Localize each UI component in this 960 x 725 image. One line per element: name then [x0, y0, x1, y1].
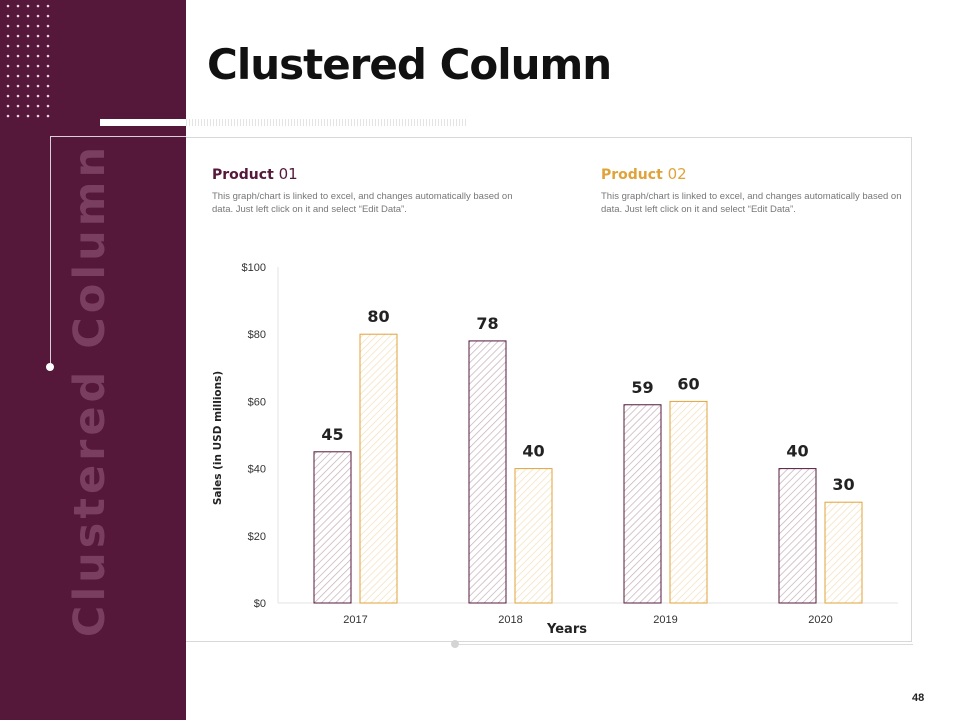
product-01-description: This graph/chart is linked to excel, and… — [212, 191, 513, 215]
product-02-label: Product — [601, 167, 663, 183]
bar — [313, 451, 352, 604]
bar — [669, 400, 708, 604]
y-tick-label: $20 — [248, 531, 266, 543]
data-label: 78 — [476, 314, 498, 333]
data-label: 45 — [321, 425, 343, 444]
frame-line — [50, 136, 186, 137]
bar — [514, 468, 553, 604]
product-01-heading: Product 01 — [212, 165, 298, 183]
title-underline — [100, 119, 186, 126]
x-tick-label: 2019 — [653, 614, 677, 626]
y-tick-label: $0 — [254, 598, 266, 610]
bar — [824, 501, 863, 604]
data-label: 60 — [677, 374, 699, 393]
x-axis-title: Years — [546, 622, 587, 637]
data-label: 40 — [786, 442, 808, 461]
vertical-watermark: Clustered Column — [0, 0, 186, 720]
y-tick-label: $40 — [248, 464, 266, 476]
product-02-heading: Product 02 — [601, 165, 687, 183]
data-label: 40 — [522, 442, 544, 461]
product-01-number: 01 — [278, 165, 298, 183]
x-tick-label: 2017 — [343, 614, 367, 626]
bar — [359, 333, 398, 604]
chart-card — [186, 137, 912, 642]
frame-line — [50, 136, 51, 366]
data-label: 80 — [367, 307, 389, 326]
data-label: 30 — [832, 475, 854, 494]
product-02-description: This graph/chart is linked to excel, and… — [601, 191, 902, 215]
x-tick-label: 2018 — [498, 614, 522, 626]
product-02-number: 02 — [667, 165, 687, 183]
y-tick-label: $80 — [248, 329, 266, 341]
svg-text:Clustered Column: Clustered Column — [65, 143, 115, 637]
y-tick-label: $60 — [248, 396, 266, 408]
clustered-column-chart: $0 $20 $40 $60 $80 $100 2017 45 80 2018 78 40 2019 59… — [212, 262, 898, 637]
frame-dot — [46, 363, 54, 371]
card-line — [459, 644, 913, 645]
y-tick-label: $100 — [242, 262, 266, 274]
sidebar: Clustered Column — [0, 0, 186, 720]
product-01-label: Product — [212, 167, 274, 183]
title-underline-ext — [186, 119, 466, 126]
bar — [778, 468, 817, 604]
x-tick-label: 2020 — [808, 614, 832, 626]
data-label: 59 — [631, 378, 653, 397]
bar — [468, 340, 507, 604]
page-number: 48 — [912, 692, 925, 704]
card-dot — [451, 640, 459, 648]
bar — [623, 404, 662, 604]
dot-pattern-decoration — [6, 4, 50, 118]
page-title: Clustered Column — [207, 40, 612, 89]
y-axis-title: Sales (in USD millions) — [212, 371, 224, 505]
